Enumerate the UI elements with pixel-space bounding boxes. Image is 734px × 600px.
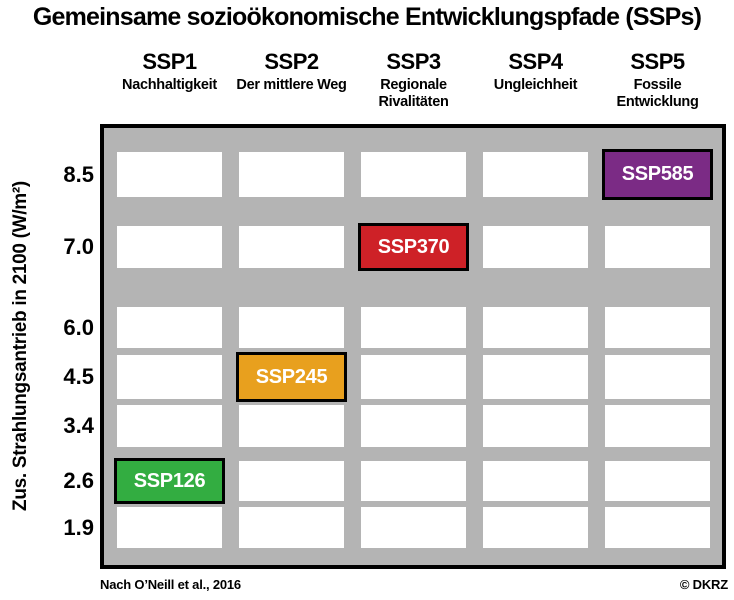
scenario-cell-ssp245: SSP245	[236, 352, 347, 402]
matrix-cell-empty	[483, 226, 588, 268]
column-header-ssp2: SSP2 Der mittlere Weg	[229, 50, 355, 94]
y-axis-label: Zus. Strahlungsantrieb in 2100 (W/m²)	[10, 181, 31, 511]
matrix-cell-empty	[239, 507, 344, 548]
matrix-cell-empty	[361, 307, 466, 348]
scenario-label: SSP585	[621, 163, 694, 185]
column-subtitle: Der mittlere Weg	[236, 77, 347, 93]
y-tick-6.0: 6.0	[63, 314, 94, 340]
column-subtitle: Nachhaltigkeit	[122, 77, 217, 93]
figure-title: Gemeinsame sozioökonomische Entwicklungs…	[32, 3, 702, 31]
y-tick-7.0: 7.0	[63, 234, 94, 259]
scenario-cell-ssp370: SSP370	[358, 223, 469, 271]
matrix-cell-empty	[483, 461, 588, 501]
matrix-cell-empty	[239, 307, 344, 348]
matrix-cell-empty	[605, 355, 710, 399]
column-subtitle: Fossile Entwicklung	[616, 77, 699, 110]
matrix-cell-empty	[117, 307, 222, 348]
column-header-ssp3: SSP3 Regionale Rivalitäten	[351, 50, 477, 111]
scenario-label: SSP370	[377, 235, 450, 258]
matrix-cell-empty	[117, 226, 222, 268]
column-title: SSP1	[142, 49, 197, 74]
matrix-cell-empty	[361, 461, 466, 501]
matrix-cell-empty	[239, 461, 344, 501]
scenario-cell-ssp126: SSP126	[114, 458, 225, 504]
y-tick-1.9: 1.9	[63, 514, 94, 540]
matrix-cell-empty	[483, 152, 588, 197]
matrix-cell-empty	[361, 405, 466, 447]
matrix-cell-empty	[605, 461, 710, 501]
column-header-ssp5: SSP5 Fossile Entwicklung	[595, 50, 721, 111]
matrix-cell-empty	[605, 405, 710, 447]
matrix-cell-empty	[483, 355, 588, 399]
column-header-ssp1: SSP1 Nachhaltigkeit	[107, 50, 233, 94]
matrix-cell-empty	[361, 507, 466, 548]
matrix-cell-empty	[239, 152, 344, 197]
matrix-cell-empty	[605, 226, 710, 268]
matrix-cell-empty	[605, 507, 710, 548]
column-title: SSP4	[508, 49, 563, 74]
scenario-label: SSP126	[133, 469, 206, 492]
scenario-label: SSP245	[255, 365, 328, 388]
column-subtitle: Regionale Rivalitäten	[378, 77, 449, 110]
source-citation: Nach O’Neill et al., 2016	[100, 577, 241, 592]
column-title: SSP5	[630, 49, 685, 74]
matrix-cell-empty	[117, 507, 222, 548]
column-title: SSP2	[264, 49, 319, 74]
scenario-matrix: SSP585 SSP370 SSP245 SSP126	[100, 124, 726, 569]
matrix-cell-empty	[361, 355, 466, 399]
y-tick-2.6: 2.6	[63, 468, 94, 493]
matrix-cell-empty	[117, 152, 222, 197]
column-header-ssp4: SSP4 Ungleichheit	[473, 50, 599, 94]
matrix-cell-empty	[239, 405, 344, 447]
matrix-cell-empty	[483, 507, 588, 548]
copyright-credit: © DKRZ	[679, 577, 728, 592]
column-subtitle: Ungleichheit	[493, 77, 578, 93]
column-title: SSP3	[386, 49, 441, 74]
matrix-cell-empty	[239, 226, 344, 268]
y-tick-3.4: 3.4	[63, 413, 94, 438]
matrix-cell-empty	[483, 405, 588, 447]
y-tick-8.5: 8.5	[63, 161, 94, 187]
matrix-cell-empty	[483, 307, 588, 348]
matrix-cell-empty	[117, 355, 222, 399]
y-tick-4.5: 4.5	[63, 364, 94, 389]
matrix-cell-empty	[361, 152, 466, 197]
scenario-cell-ssp585: SSP585	[602, 149, 713, 200]
matrix-cell-empty	[605, 307, 710, 348]
matrix-cell-empty	[117, 405, 222, 447]
